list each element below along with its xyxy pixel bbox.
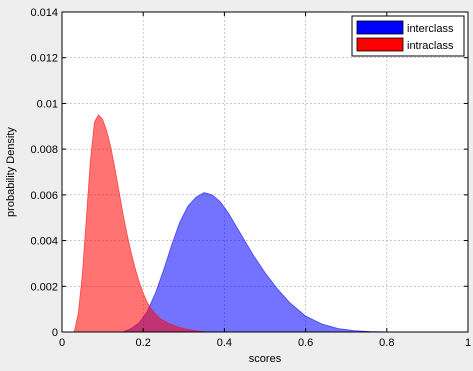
x-tick-label: 0.2 <box>136 337 151 349</box>
series-areas <box>73 114 404 333</box>
legend: interclass intraclass <box>351 15 465 57</box>
x-tick-label: 1 <box>465 337 471 349</box>
area-intraclass <box>73 114 209 333</box>
x-tick-label: 0 <box>59 337 65 349</box>
area-interclass <box>122 192 404 333</box>
y-tick-label: 0.014 <box>30 7 58 19</box>
grid-lines <box>62 12 468 332</box>
y-axis-label: probability Density <box>5 127 17 217</box>
x-axis-label: scores <box>249 353 282 365</box>
y-tick-label: 0.008 <box>30 144 58 156</box>
x-tick-labels: 0 0.2 0.4 0.6 0.8 1 <box>59 337 471 349</box>
y-tick-labels: 0 0.002 0.004 0.006 0.008 0.01 0.012 0.014 <box>30 7 58 339</box>
y-tick-label: 0.006 <box>30 190 58 202</box>
y-tick-label: 0 <box>52 327 58 339</box>
y-tick-label: 0.012 <box>30 53 58 65</box>
x-tick-label: 0.4 <box>217 337 232 349</box>
y-tick-label: 0.004 <box>30 236 58 248</box>
y-tick-label: 0.002 <box>30 281 58 293</box>
x-tick-label: 0.6 <box>298 337 313 349</box>
axis-ticks <box>61 11 469 333</box>
x-tick-label: 0.8 <box>379 337 394 349</box>
y-tick-label: 0.01 <box>37 98 58 110</box>
legend-label-intraclass: intraclass <box>407 40 454 52</box>
legend-swatch-interclass <box>356 20 404 35</box>
legend-label-interclass: interclass <box>407 23 454 35</box>
plot-frame <box>61 11 469 333</box>
legend-swatch-intraclass <box>356 37 404 52</box>
